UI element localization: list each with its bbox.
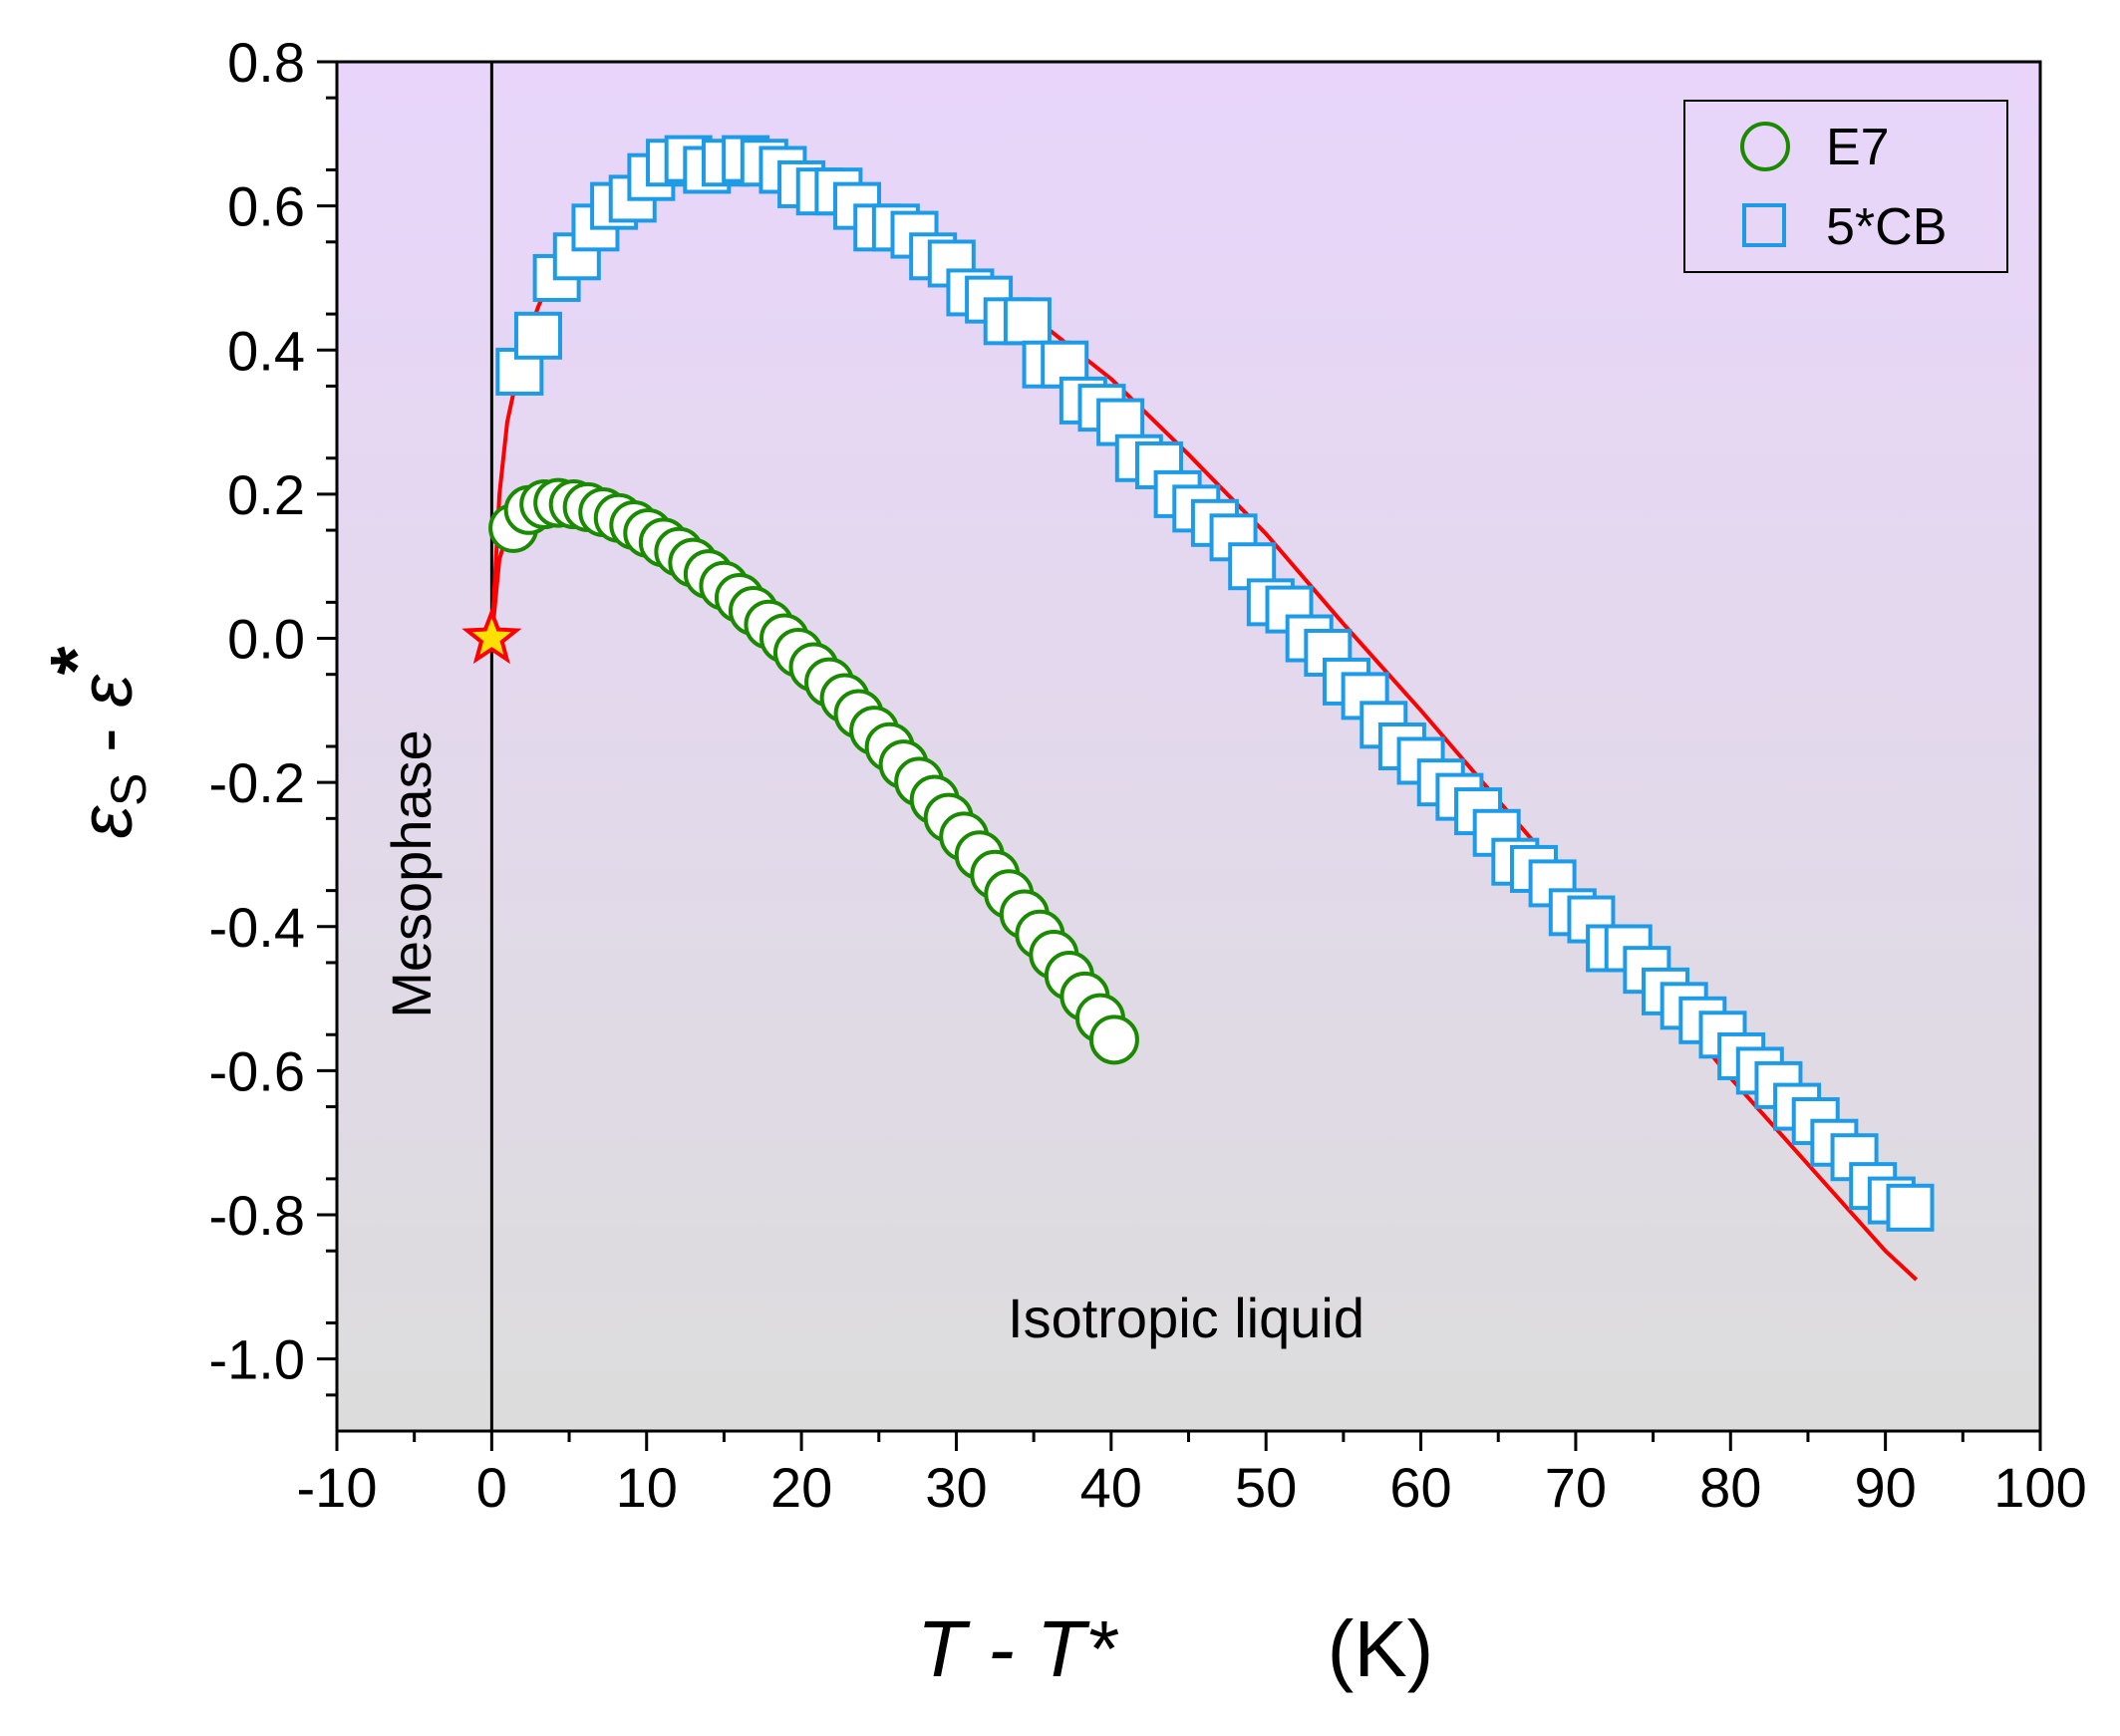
data-point-square: [513, 311, 562, 360]
isotropic-liquid-label: Isotropic liquid: [1008, 1287, 1364, 1349]
x-axis-title-main: T - T*: [917, 1604, 1119, 1693]
y-title-epsilon-1: ε: [65, 805, 148, 839]
x-tick-label: -10: [297, 1456, 378, 1519]
legend-5cb-label: 5*CB: [1826, 198, 1947, 256]
legend-5cb-marker: [1742, 203, 1786, 247]
x-axis-ticks: -10 0 10 20 30 40 50 60 70 80 90 100: [297, 1431, 2087, 1519]
x-tick-label: 70: [1545, 1456, 1607, 1519]
mesophase-label: Mesophase: [380, 729, 443, 1018]
x-tick-label: 20: [770, 1456, 832, 1519]
x-tick-label: 30: [925, 1456, 987, 1519]
series-5cb-markers: [495, 135, 1935, 1232]
y-tick-label: -0.2: [209, 751, 306, 814]
y-tick-label: -0.6: [209, 1039, 306, 1102]
y-title-epsilon-2: ε: [65, 674, 148, 708]
series-e7-markers: [488, 477, 1139, 1065]
y-tick-label: -0.4: [209, 896, 306, 959]
x-axis-title-unit: (K): [1328, 1604, 1434, 1693]
legend-e7-label: E7: [1826, 119, 1890, 176]
legend: E7 5*CB: [1683, 100, 2008, 273]
legend-e7-marker: [1740, 122, 1790, 171]
x-tick-label: 40: [1080, 1456, 1142, 1519]
data-point-circle: [1088, 1014, 1139, 1065]
x-tick-label: 80: [1699, 1456, 1761, 1519]
x-tick-label: 50: [1235, 1456, 1297, 1519]
legend-box: [1683, 100, 2008, 273]
y-title-subscript: S: [101, 773, 156, 806]
plot-background: [337, 62, 2040, 1431]
x-tick-label: 10: [616, 1456, 678, 1519]
y-axis-title: εS - ε*: [35, 646, 156, 838]
y-tick-label: 0.2: [227, 463, 305, 526]
y-tick-label: -1.0: [209, 1328, 306, 1391]
x-tick-label: 90: [1854, 1456, 1916, 1519]
y-title-star: *: [35, 646, 118, 675]
origin-star-marker: [461, 606, 522, 665]
y-tick-label: 0.0: [227, 608, 305, 671]
data-markers: [488, 135, 1935, 1232]
y-tick-label: 0.4: [227, 319, 305, 382]
x-tick-label: 0: [476, 1456, 507, 1519]
x-tick-label: 60: [1389, 1456, 1451, 1519]
y-title-minus: -: [65, 708, 148, 773]
data-point-square: [1003, 297, 1052, 346]
y-tick-label: -0.8: [209, 1184, 306, 1247]
y-tick-label: 0.6: [227, 175, 305, 238]
x-tick-label: 100: [1993, 1456, 2086, 1519]
y-tick-label: 0.8: [227, 31, 305, 94]
data-point-square: [1886, 1183, 1935, 1232]
y-axis-ticks: 0.8 0.6 0.4 0.2 0.0 -0.2 -0.4 -0.6 -0.8 -1.0: [209, 31, 337, 1397]
